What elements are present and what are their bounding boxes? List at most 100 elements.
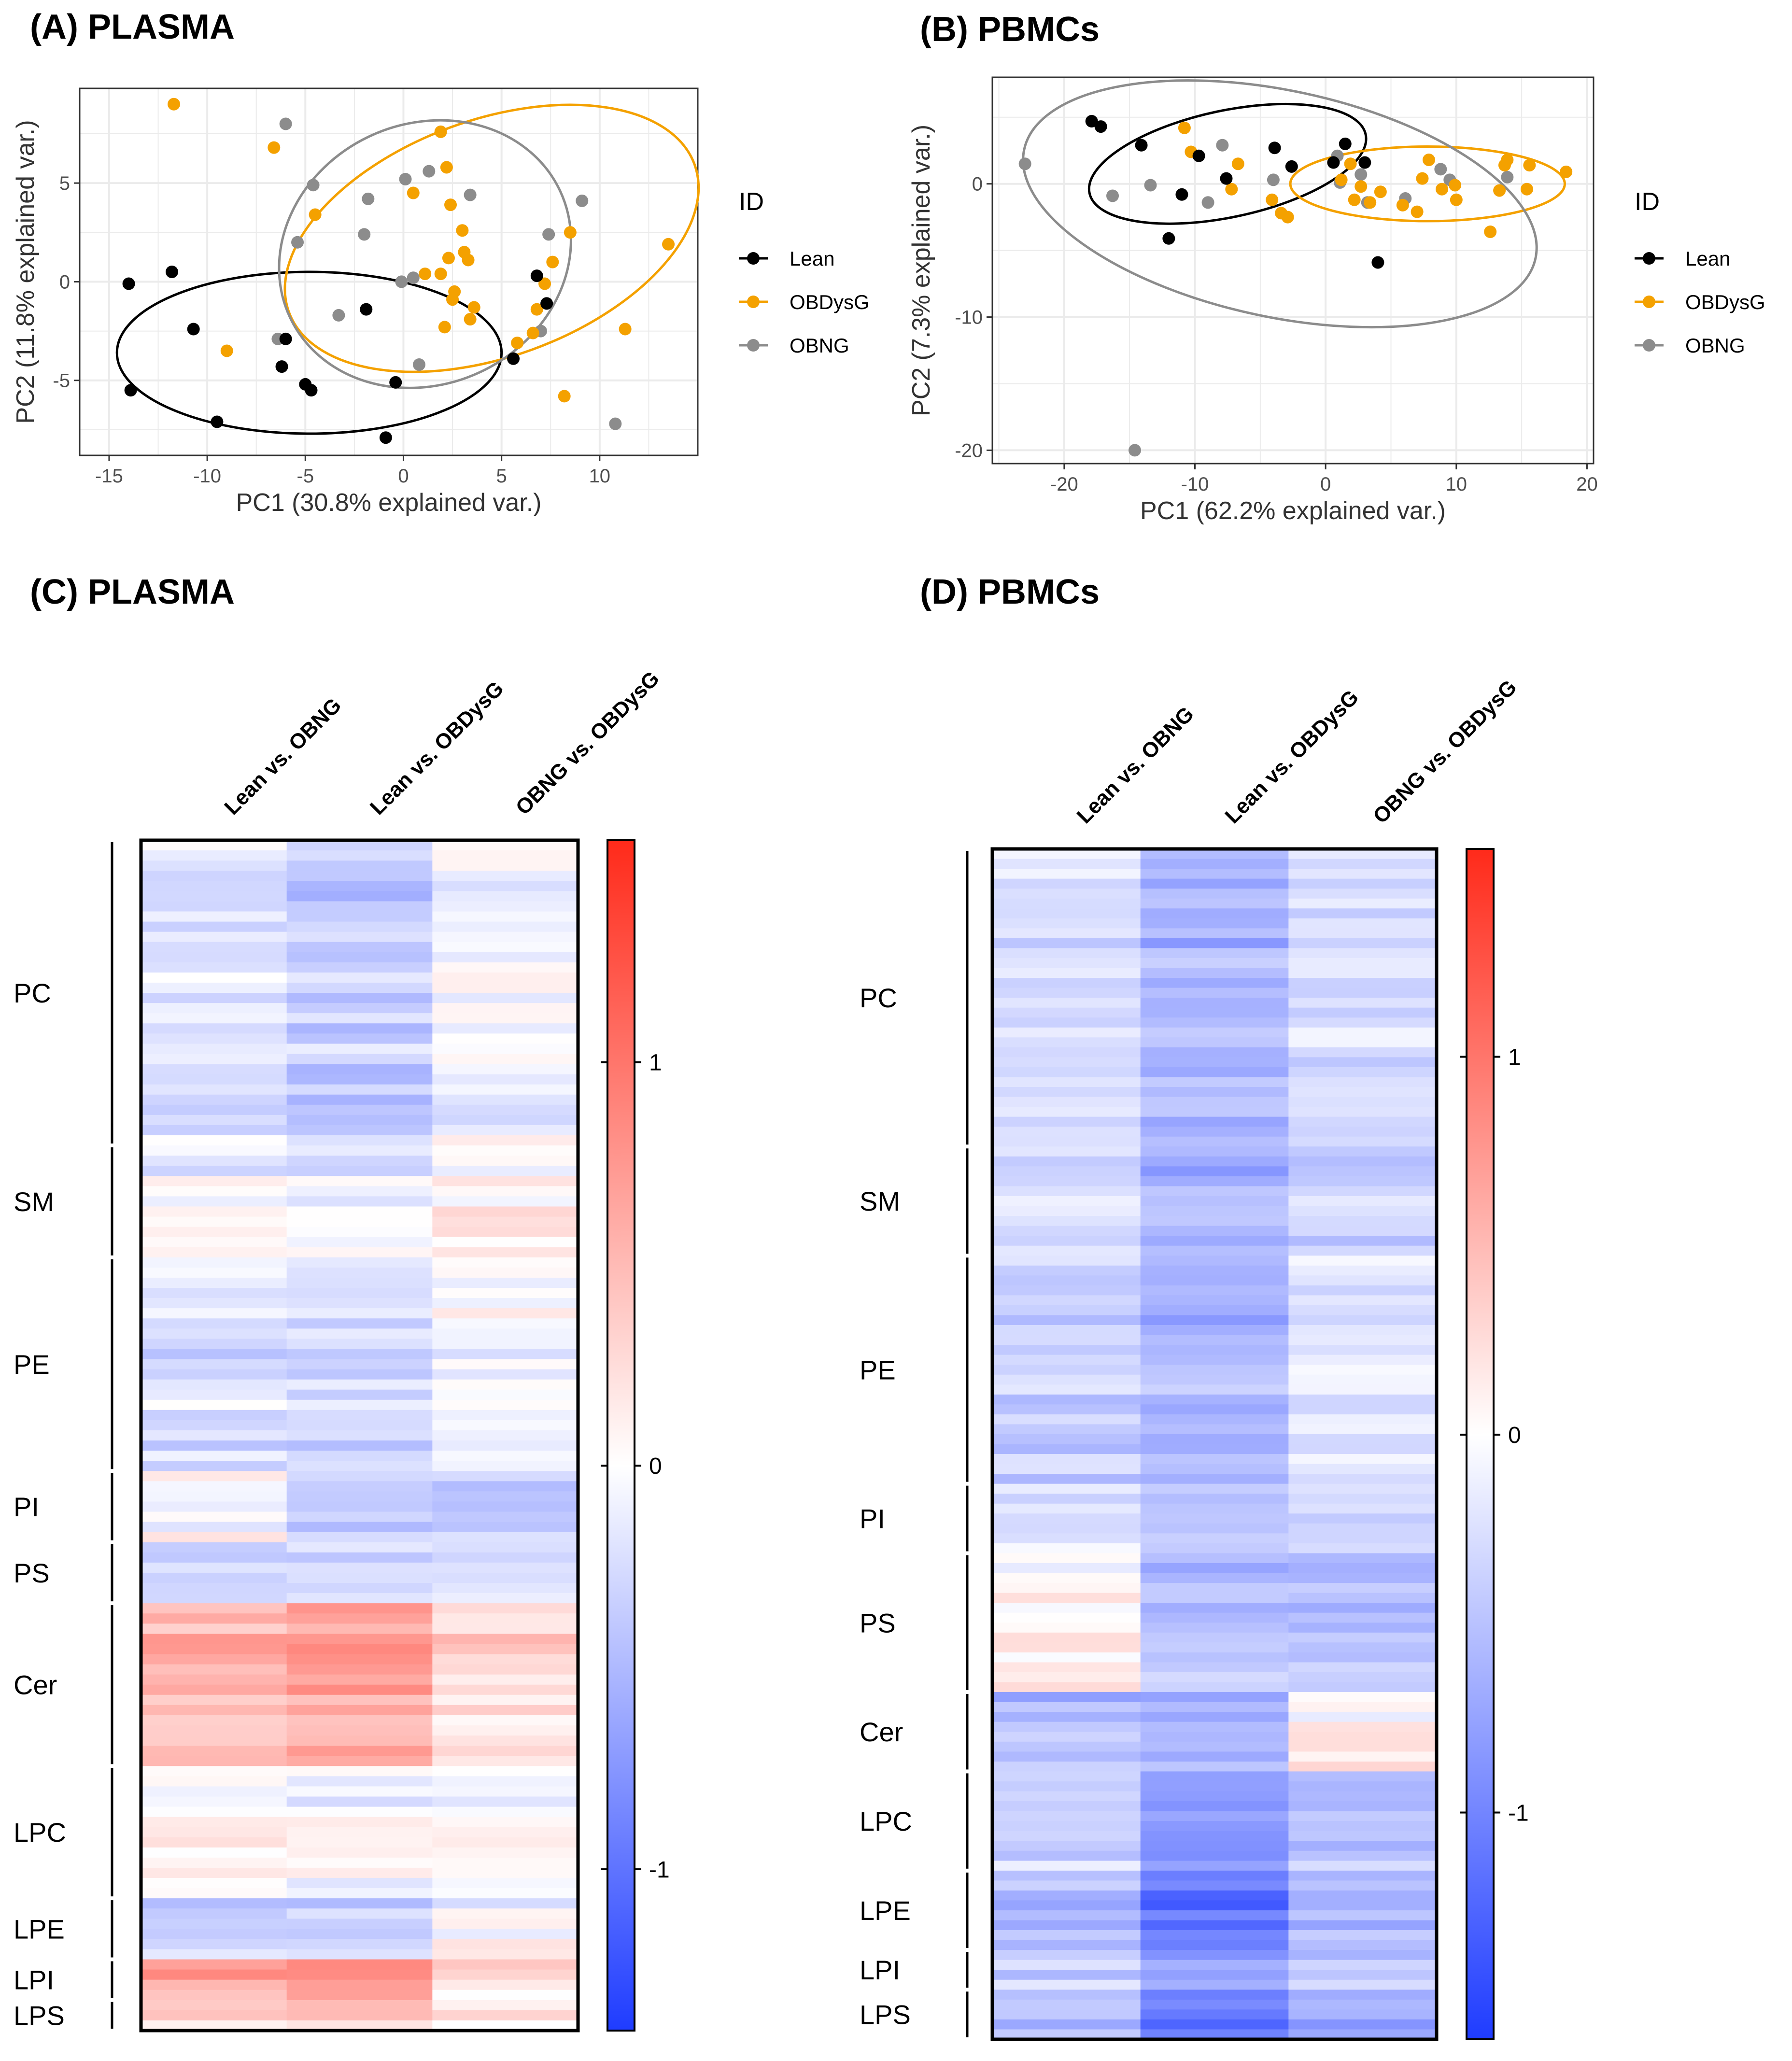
data-point-lean [1162, 232, 1175, 245]
heatmap-cell [432, 1166, 579, 1176]
heatmap-cell [141, 1990, 287, 2001]
heatmap-cell [141, 1827, 287, 1838]
heatmap-cell [432, 1237, 579, 1248]
heatmap-cell [286, 1145, 433, 1156]
heatmap-cell [992, 988, 1141, 998]
heatmap-cell [286, 1430, 433, 1441]
heatmap-cell [141, 1919, 287, 1929]
heatmap-cell [992, 1245, 1141, 1256]
heatmap-cell [141, 921, 287, 932]
heatmap-cell [1140, 1295, 1289, 1306]
heatmap-cell [286, 1705, 433, 1716]
row-group-label: PC [14, 978, 51, 1008]
heatmap-cell [432, 1399, 579, 1411]
data-point-obdysg [619, 323, 632, 336]
heatmap-cell [1140, 869, 1289, 879]
heatmap-cell [1140, 878, 1289, 889]
x-tick-label: 10 [1446, 474, 1467, 495]
heatmap-cell [432, 1847, 579, 1858]
heatmap-cell [286, 1328, 433, 1339]
heatmap-cell [1288, 1474, 1437, 1484]
heatmap-cell [141, 1766, 287, 1777]
heatmap-cell [286, 1288, 433, 1299]
heatmap-cell [286, 1257, 433, 1268]
heatmap-cell [432, 1013, 579, 1024]
data-point-obng [1201, 196, 1214, 209]
heatmap-cell [432, 911, 579, 922]
heatmap-cell [286, 1501, 433, 1512]
heatmap-cell [1288, 1623, 1437, 1633]
heatmap-cell [1288, 898, 1437, 909]
heatmap-cell [141, 1461, 287, 1471]
heatmap-cell [1140, 1404, 1289, 1415]
heatmap-cell [992, 1077, 1141, 1087]
heatmap-cell [432, 901, 579, 912]
heatmap-cell [992, 2029, 1141, 2040]
data-point-obdysg [1416, 172, 1429, 185]
heatmap-cell [1288, 1741, 1437, 1752]
heatmap-cell [286, 1267, 433, 1278]
heatmap-cell [432, 1440, 579, 1451]
heatmap-cell [992, 1781, 1141, 1792]
heatmap-cell [1288, 1672, 1437, 1683]
column-label: OBNG vs. OBDysG [1369, 676, 1521, 828]
heatmap-cell [432, 1023, 579, 1034]
heatmap-cell [432, 1694, 579, 1706]
heatmap-cell [286, 871, 433, 881]
heatmap-cell [992, 1513, 1141, 1524]
data-point-lean [124, 384, 137, 397]
heatmap-cell [432, 1033, 579, 1044]
heatmap-plasma: PC SM PE PI PS Cer LPC LPE LPI LPS Lean vs. OBNG Le… [14, 667, 670, 2033]
heatmap-cell [1140, 859, 1289, 869]
heatmap-cell [432, 2020, 579, 2031]
heatmap-cell [432, 1827, 579, 1838]
heatmap-cell [1288, 1127, 1437, 1137]
heatmap-cell [1140, 2009, 1289, 2020]
heatmap-cell [286, 1847, 433, 1858]
data-point-obng [1018, 157, 1031, 170]
heatmap-cell [432, 1247, 579, 1258]
data-point-obdysg [446, 293, 459, 306]
data-point-lean [1268, 141, 1281, 155]
heatmap-cell [1288, 1801, 1437, 1812]
row-group-label: PS [860, 1608, 896, 1638]
data-point-obdysg [1449, 179, 1462, 192]
heatmap-cell [992, 1960, 1141, 1970]
data-point-obdysg [1225, 183, 1238, 196]
heatmap-cell [992, 1523, 1141, 1534]
heatmap-cell [432, 2000, 579, 2011]
heatmap-cell [432, 1796, 579, 1807]
heatmap-cell [141, 1033, 287, 1044]
heatmap-cell [432, 1705, 579, 1716]
data-point-obng [1144, 179, 1157, 192]
heatmap-cell [992, 1146, 1141, 1157]
heatmap-cell [286, 891, 433, 902]
heatmap-cell [992, 1216, 1141, 1227]
heatmap-cell [1288, 1553, 1437, 1564]
heatmap-cell [1140, 1553, 1289, 1564]
heatmap-cell [286, 1410, 433, 1421]
heatmap-cell [432, 1359, 579, 1370]
heatmap-cell [992, 1880, 1141, 1891]
heatmap-cell [141, 1623, 287, 1634]
heatmap-cell [1288, 1503, 1437, 1514]
heatmap-cell [141, 1196, 287, 1207]
row-group-label: PS [14, 1558, 50, 1588]
data-point-obdysg [1266, 193, 1279, 206]
heatmap-cell [1140, 1573, 1289, 1583]
y-tick-label: 5 [59, 173, 70, 194]
data-point-obng [1216, 139, 1229, 152]
heatmap-cell [1140, 1811, 1289, 1821]
heatmap-cell [432, 1654, 579, 1665]
data-point-lean [187, 323, 200, 336]
heatmap-cell [432, 1003, 579, 1014]
data-point-obdysg [1501, 154, 1514, 167]
data-point-obng [1106, 189, 1119, 202]
heatmap-cell [286, 1461, 433, 1471]
heatmap-cell [1288, 1603, 1437, 1613]
heatmap-cell [992, 898, 1141, 909]
data-point-obng [576, 194, 589, 207]
heatmap-cell [1140, 1910, 1289, 1921]
heatmap-cell [992, 1593, 1141, 1603]
heatmap-cell [992, 1315, 1141, 1326]
